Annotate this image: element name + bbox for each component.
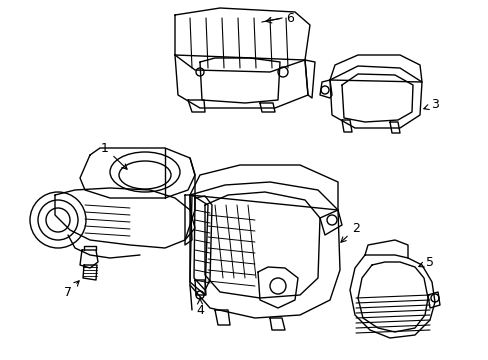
Text: 4: 4 <box>196 298 203 316</box>
Text: 2: 2 <box>340 221 359 242</box>
Text: 3: 3 <box>423 99 438 112</box>
Text: 5: 5 <box>418 256 433 269</box>
Text: 6: 6 <box>285 12 293 24</box>
Text: 7: 7 <box>64 281 79 298</box>
Text: 1: 1 <box>101 141 127 169</box>
